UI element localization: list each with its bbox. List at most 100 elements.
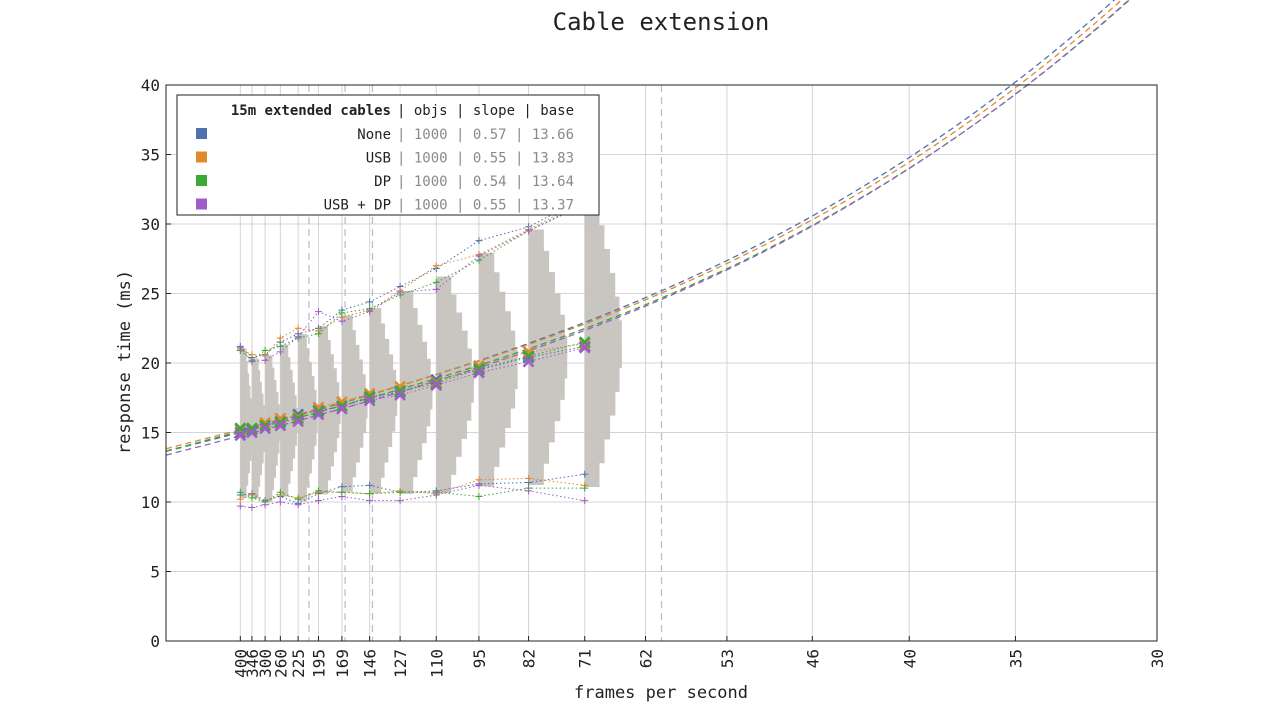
range-marker	[314, 497, 322, 505]
range-marker	[261, 346, 269, 354]
y-axis: 0 5 10 15 20 25 30 35 40	[141, 76, 171, 651]
range-marker	[236, 488, 244, 496]
x-tick-label: 260	[271, 649, 290, 678]
range-marker	[475, 481, 483, 489]
chart-title: Cable extension	[553, 8, 770, 36]
median-marker	[274, 419, 287, 432]
distribution-shape	[341, 315, 368, 492]
range-marker	[261, 501, 269, 509]
range-marker	[366, 497, 374, 505]
fit-curve	[165, 0, 1116, 452]
distribution-shape	[584, 201, 622, 488]
markers	[234, 336, 591, 442]
median-marker	[259, 422, 272, 435]
range-marker	[236, 344, 244, 352]
distributions	[240, 201, 622, 503]
x-tick-label: 346	[243, 649, 262, 678]
median-marker	[394, 384, 407, 397]
x-tick-label: 71	[576, 649, 595, 668]
range-marker	[338, 317, 346, 325]
distribution-shape	[240, 348, 253, 499]
median-marker	[394, 389, 407, 401]
median-marker	[246, 422, 258, 435]
x-tick-label: 46	[803, 649, 822, 668]
y-axis-label: response time (ms)	[115, 270, 135, 454]
y-tick-label: 10	[141, 493, 160, 512]
x-tick-label: 30	[1148, 649, 1167, 668]
median-marker	[522, 355, 535, 368]
range-marker	[276, 334, 284, 342]
legend-swatch	[196, 151, 207, 163]
legend-values: | 1000 | 0.55 | 13.37	[397, 198, 574, 214]
x-tick-label: 127	[391, 649, 410, 678]
x-tick-label: 110	[427, 649, 446, 678]
range-marker	[294, 501, 302, 509]
fit-curves	[165, 0, 1131, 456]
legend-label: USB	[366, 151, 391, 167]
range-marker	[236, 495, 244, 503]
range-marker	[248, 504, 256, 512]
range-marker	[396, 488, 404, 496]
x-tick-label: 40	[900, 649, 919, 668]
legend-box	[176, 94, 600, 216]
legend-header: 15m extended cables	[231, 103, 391, 119]
range-marker	[366, 481, 374, 489]
legend-values: | 1000 | 0.54 | 13.64	[397, 174, 574, 190]
distribution-shape	[369, 308, 398, 494]
range-marker	[338, 309, 346, 317]
median-marker	[473, 362, 485, 375]
distribution-shape	[298, 334, 318, 502]
range-marker	[294, 333, 302, 341]
x-tick-label: 225	[289, 649, 308, 678]
distribution-shape	[478, 252, 518, 487]
range-marker	[248, 494, 256, 502]
median-marker	[522, 345, 535, 358]
x-tick-label: 300	[256, 649, 275, 678]
median-marker	[312, 405, 325, 418]
median-marker	[259, 419, 272, 432]
range-marker	[432, 262, 440, 270]
range-marker	[338, 492, 346, 500]
range-marker	[432, 285, 440, 293]
range-marker	[475, 237, 483, 245]
range-marker	[294, 324, 302, 332]
y-tick-label: 15	[141, 424, 160, 443]
distribution-shape	[251, 358, 266, 499]
range-marker	[276, 348, 284, 356]
x-axis-label: frames per second	[574, 683, 748, 703]
y-tick-label: 35	[141, 146, 160, 165]
distribution-shape	[280, 344, 298, 497]
median-marker	[335, 400, 348, 413]
legend-swatch	[196, 175, 207, 186]
distribution-shape	[318, 326, 341, 495]
range-marker	[366, 308, 374, 316]
range-marker	[525, 474, 533, 482]
range-marker	[314, 487, 322, 495]
median-marker	[335, 402, 348, 415]
range-marker	[396, 288, 404, 296]
x-tick-label: 169	[333, 649, 352, 678]
range-marker	[366, 490, 374, 498]
range-marker	[276, 488, 284, 496]
legend: 15m extended cables | objs | slope | base…	[176, 94, 600, 216]
legend-values: | 1000 | 0.55 | 13.83	[397, 151, 574, 167]
median-marker	[312, 408, 325, 421]
fit-curve	[165, 0, 1130, 456]
y-tick-label: 0	[150, 632, 160, 651]
x-tick-label: 82	[520, 649, 539, 668]
range-marker	[432, 278, 440, 286]
x-tick-label: 146	[361, 649, 380, 678]
distribution-shape	[265, 355, 281, 503]
range-marker	[248, 358, 256, 366]
range-marker	[525, 487, 533, 495]
range-marker	[475, 252, 483, 260]
legend-label: None	[357, 127, 391, 143]
range-marker	[475, 492, 483, 500]
range-marker	[261, 356, 269, 364]
median-marker	[578, 341, 591, 354]
distribution-shape	[436, 276, 475, 493]
y-tick-label: 30	[141, 215, 160, 234]
legend-column-headers: | objs | slope | base	[397, 103, 574, 119]
range-marker	[276, 498, 284, 506]
